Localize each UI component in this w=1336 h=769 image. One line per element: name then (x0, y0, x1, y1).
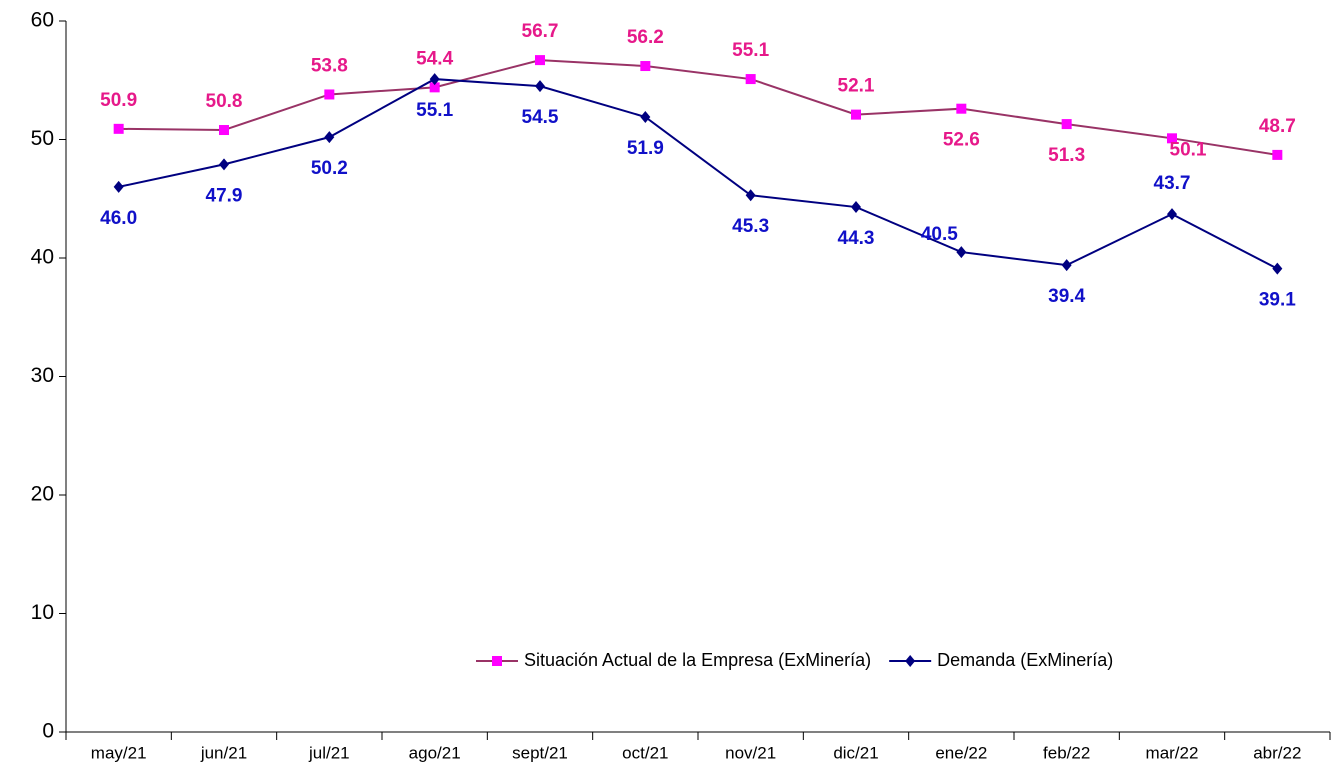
data-label: 39.4 (1048, 286, 1085, 307)
legend: Situación Actual de la Empresa (ExMinerí… (476, 650, 1113, 670)
data-label: 50.8 (206, 91, 243, 112)
data-label: 50.1 (1170, 139, 1207, 160)
y-tick-label: 20 (31, 483, 54, 506)
x-tick-label: ene/22 (935, 743, 987, 762)
series-line (118, 78, 1278, 270)
data-point (640, 61, 651, 72)
data-label: 45.3 (732, 216, 769, 237)
data-point (219, 125, 229, 136)
data-point (956, 103, 967, 114)
y-tick-label: 10 (31, 601, 54, 624)
data-label: 44.3 (838, 228, 875, 249)
legend-marker (492, 656, 502, 666)
data-point (324, 89, 335, 100)
data-point (429, 82, 440, 93)
data-label: 51.9 (627, 138, 664, 159)
legend-label: Demanda (ExMinería) (937, 650, 1113, 670)
data-label: 54.4 (416, 48, 453, 69)
data-point (535, 80, 545, 93)
data-point (535, 55, 545, 66)
data-label: 43.7 (1154, 173, 1191, 194)
x-tick-label: abr/22 (1253, 743, 1301, 762)
data-label: 54.5 (522, 107, 559, 128)
data-label: 55.1 (416, 100, 453, 121)
data-point (956, 246, 967, 259)
y-tick-label: 40 (31, 246, 54, 269)
data-label: 40.5 (921, 224, 958, 245)
data-label: 53.8 (311, 55, 348, 76)
data-label: 46.0 (100, 208, 137, 229)
data-point (1061, 259, 1072, 272)
data-point (745, 189, 756, 202)
x-tick-label: feb/22 (1043, 743, 1090, 762)
data-label: 51.3 (1048, 145, 1085, 166)
series-line (118, 59, 1278, 156)
x-tick-label: mar/22 (1146, 743, 1199, 762)
data-label: 56.2 (627, 27, 664, 48)
x-tick-label: ago/21 (409, 743, 461, 762)
legend-label: Situación Actual de la Empresa (ExMinerí… (524, 650, 871, 670)
data-label: 50.2 (311, 158, 348, 179)
data-label: 52.1 (838, 76, 875, 97)
y-tick-label: 30 (31, 364, 54, 387)
data-point (745, 74, 756, 85)
data-point (324, 131, 335, 144)
y-tick-label: 0 (42, 720, 54, 743)
x-tick-label: may/21 (91, 743, 147, 762)
y-tick-label: 60 (31, 9, 54, 32)
x-tick-label: oct/21 (622, 743, 668, 762)
data-point (113, 123, 124, 134)
x-tick-label: nov/21 (725, 743, 776, 762)
x-tick-label: jun/21 (200, 743, 247, 762)
data-label: 52.6 (943, 130, 980, 151)
data-point (1061, 119, 1072, 130)
y-tick-label: 50 (31, 127, 54, 150)
x-tick-label: sept/21 (512, 743, 568, 762)
data-label: 47.9 (206, 185, 243, 206)
data-point (219, 158, 229, 171)
data-point (640, 110, 651, 123)
data-label: 39.1 (1259, 290, 1296, 311)
data-point (1167, 133, 1177, 144)
data-point (1167, 208, 1177, 221)
data-point (851, 109, 861, 120)
data-label: 55.1 (732, 40, 769, 61)
data-point (1272, 149, 1283, 160)
data-point (1272, 262, 1283, 275)
data-point (851, 201, 861, 214)
data-label: 48.7 (1259, 116, 1296, 137)
data-label: 56.7 (522, 21, 559, 42)
x-tick-label: dic/21 (833, 743, 878, 762)
x-tick-label: jul/21 (308, 743, 350, 762)
data-label: 50.9 (100, 90, 137, 111)
legend-marker (905, 655, 916, 667)
data-point (429, 73, 440, 86)
data-point (113, 180, 124, 193)
